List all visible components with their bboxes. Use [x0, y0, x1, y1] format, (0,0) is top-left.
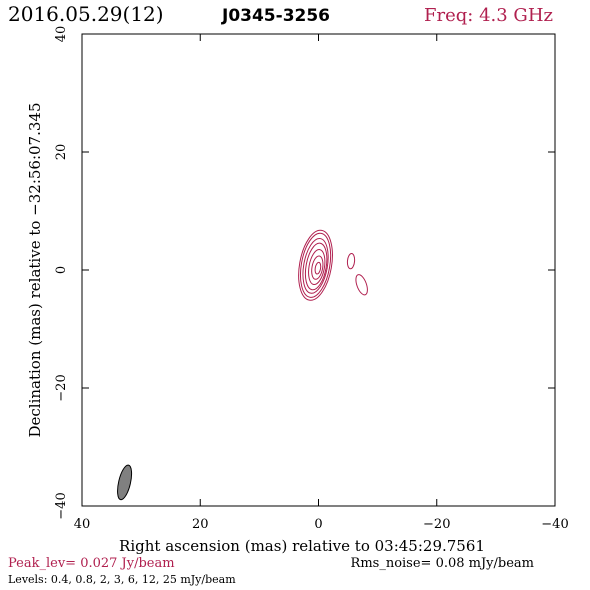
contour-level: [304, 242, 328, 291]
contour-component: [346, 253, 356, 270]
contour-level: [302, 237, 329, 294]
observation-date: 2016.05.29(12): [8, 2, 164, 26]
x-tick-label: 0: [314, 517, 322, 532]
axis-ticks: 40 20 0 −20 −40 −40 −20 0 20 40: [54, 26, 569, 532]
peak-level-label: Peak_lev= 0.027 Jy/beam: [8, 556, 175, 571]
contour-level: [298, 229, 333, 301]
y-tick-label: −20: [54, 374, 69, 401]
y-tick-label: −40: [54, 492, 69, 519]
source-name: J0345-3256: [221, 6, 330, 26]
x-tick-label: 40: [74, 517, 91, 532]
y-axis-label: Declination (mas) relative to −32:56:07.…: [26, 102, 44, 437]
contour-component: [355, 274, 368, 296]
contour-level: [308, 249, 326, 286]
x-axis-label: Right ascension (mas) relative to 03:45:…: [119, 537, 485, 555]
x-tick-label: 20: [192, 517, 209, 532]
x-tick-label: −40: [541, 517, 568, 532]
y-tick-label: 20: [54, 144, 69, 161]
y-tick-label: 40: [54, 26, 69, 43]
beam-group: [117, 464, 133, 501]
plot-frame: [81, 33, 556, 507]
frequency-label: Freq: 4.3 GHz: [424, 5, 553, 26]
contour-level: [311, 255, 324, 280]
contour-group: [298, 229, 368, 301]
x-tick-label: −20: [423, 517, 450, 532]
y-tick-label: 0: [54, 266, 69, 274]
contour-level: [299, 232, 332, 298]
contour-level: [314, 261, 322, 275]
rms-noise-label: Rms_noise= 0.08 mJy/beam: [351, 556, 534, 571]
levels-label: Levels: 0.4, 0.8, 2, 3, 6, 12, 25 mJy/be…: [8, 573, 236, 586]
restoring-beam: [117, 464, 133, 501]
